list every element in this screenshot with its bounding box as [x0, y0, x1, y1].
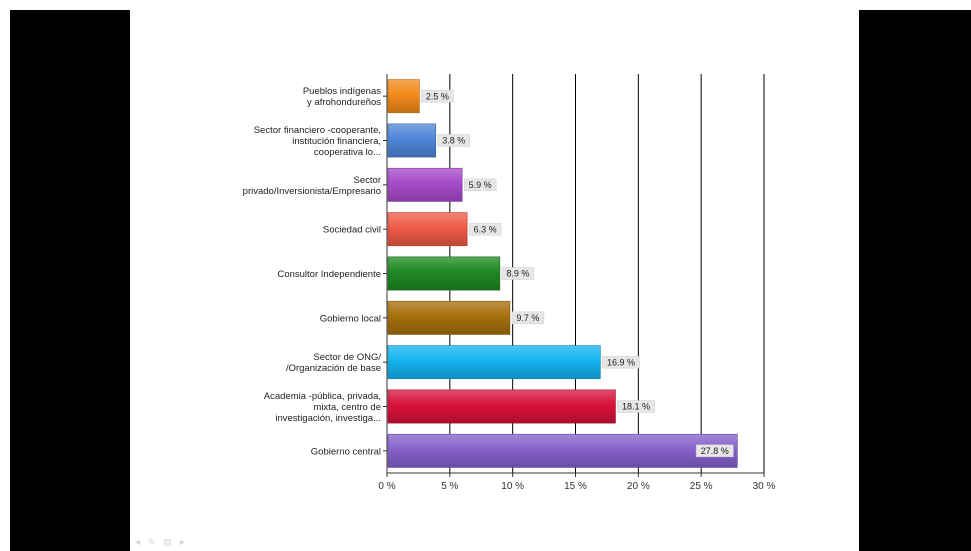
data-label-box — [602, 355, 640, 369]
data-label: 9.7 % — [516, 313, 539, 323]
data-label: 16.9 % — [607, 357, 635, 367]
data-label-box — [468, 222, 502, 236]
data-label-box — [421, 89, 454, 103]
next-arrow-icon[interactable]: ► — [178, 537, 187, 547]
data-label-box — [695, 444, 734, 458]
bar — [387, 167, 463, 202]
x-tick-label: 30 % — [753, 481, 776, 492]
data-label-box — [437, 134, 471, 147]
menu-icon[interactable]: ▤ — [163, 537, 172, 547]
data-label: 3.8 % — [442, 136, 465, 146]
data-label: 6.3 % — [474, 224, 497, 234]
top-white-strip — [0, 0, 971, 10]
pen-icon[interactable]: ✎ — [148, 537, 156, 547]
bar — [387, 123, 437, 158]
category-label: Consultor Independiente — [277, 269, 381, 280]
bar — [387, 212, 468, 247]
category-label: Gobierno central — [311, 446, 381, 457]
x-tick-label: 25 % — [690, 481, 713, 492]
x-tick-label: 20 % — [627, 481, 650, 492]
data-label-box — [511, 311, 545, 325]
bar — [387, 79, 420, 114]
data-label: 18.1 % — [622, 402, 650, 412]
data-label: 5.9 % — [469, 180, 492, 190]
category-label: Gobierno local — [320, 313, 381, 324]
category-label: Sector privado/Inversionista/Empresario — [243, 175, 381, 197]
x-tick-label: 10 % — [501, 481, 524, 492]
data-label: 27.8 % — [701, 446, 729, 456]
category-label: Pueblos indígenas y afrohondureños — [303, 86, 381, 108]
x-tick-label: 0 % — [378, 481, 395, 492]
right-black-frame — [859, 10, 971, 551]
category-label: Sector financiero -cooperante, institució… — [254, 125, 381, 158]
slide-nav-toolbar: ◄ ✎ ▤ ► — [133, 538, 187, 550]
bar — [387, 433, 738, 468]
category-label: Sociedad civil — [323, 225, 381, 236]
horizontal-bar-chart: 0 % 5 % 10 % 15 % 20 % 25 % 30 % Pueblos indíge… — [243, 74, 776, 492]
data-label-box — [463, 178, 497, 192]
data-label-box — [501, 267, 535, 280]
bar — [387, 345, 601, 380]
left-black-frame — [10, 10, 130, 551]
data-label: 2.5 % — [426, 91, 449, 101]
data-label: 8.9 % — [506, 269, 529, 279]
data-label-box — [617, 400, 655, 413]
bar — [387, 300, 511, 335]
bar — [387, 389, 616, 424]
category-label: Sector de ONG//Organización de base — [286, 352, 381, 374]
x-tick-label: 5 % — [441, 481, 458, 492]
presentation-slide: 0 % 5 % 10 % 15 % 20 % 25 % 30 % Pueblos indíge… — [130, 10, 859, 551]
bar — [387, 256, 501, 291]
prev-arrow-icon[interactable]: ◄ — [133, 537, 142, 547]
x-tick-label: 15 % — [564, 481, 587, 492]
category-label: Academia -pública, privada, mixta, centro… — [264, 391, 381, 424]
